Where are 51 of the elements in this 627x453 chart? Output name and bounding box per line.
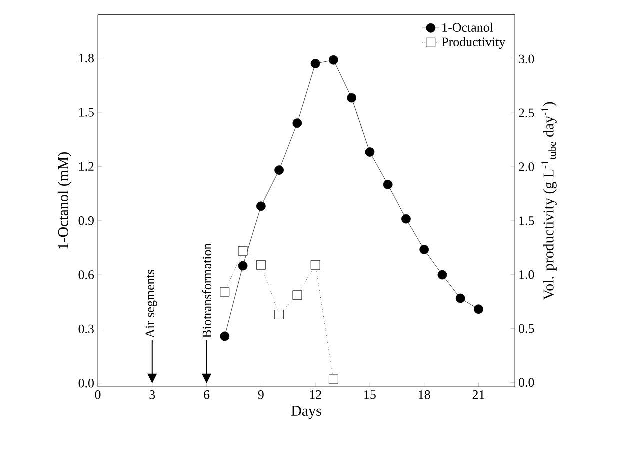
y2-tick-label: 1.5 bbox=[520, 216, 534, 226]
point bbox=[474, 304, 484, 314]
point bbox=[365, 148, 375, 157]
point bbox=[238, 261, 248, 271]
x-tick-label: 12 bbox=[310, 390, 322, 400]
point bbox=[220, 287, 230, 297]
y2-axis-title: Vol. productivity (g L$^{-1}$$_{tube}$ day$^{-1}$) bbox=[542, 102, 557, 300]
y2-tick-label: 0.5 bbox=[519, 324, 534, 334]
y-axis-title: 1-Octanol (mM) bbox=[58, 152, 72, 249]
point bbox=[220, 332, 230, 342]
legend-label: 1-Octanol bbox=[442, 22, 494, 32]
point bbox=[274, 310, 284, 320]
y-tick-label: 0.9 bbox=[78, 216, 94, 226]
y-tick-label: 0.3 bbox=[78, 324, 94, 334]
x-axis-title: Days bbox=[292, 406, 322, 420]
y-tick-label: 0.0 bbox=[78, 378, 94, 388]
x-tick-label: 3 bbox=[150, 390, 156, 400]
y-tick-label: 1.8 bbox=[79, 54, 94, 63]
y2-tick-label: 1.0 bbox=[520, 270, 534, 280]
point bbox=[292, 290, 302, 300]
point bbox=[347, 93, 357, 103]
x-tick-label: 9 bbox=[258, 390, 264, 400]
point bbox=[383, 180, 393, 190]
y2-tick-label: 0.0 bbox=[519, 378, 534, 388]
y-tick-label: 1.5 bbox=[79, 108, 94, 117]
legend-label: Productivity bbox=[442, 37, 506, 50]
point bbox=[456, 294, 466, 304]
y-tick-label: 1.2 bbox=[79, 162, 94, 172]
x-tick-label: 21 bbox=[472, 390, 484, 400]
point bbox=[292, 118, 302, 128]
point bbox=[310, 59, 320, 68]
y2-tick-label: 3.0 bbox=[519, 54, 534, 64]
point bbox=[438, 270, 448, 280]
ref-line-label: Biotransformation bbox=[202, 244, 212, 338]
point bbox=[420, 245, 430, 254]
y-tick-label: 0.6 bbox=[78, 270, 94, 280]
y2-tick-label: 2.0 bbox=[519, 162, 534, 172]
point bbox=[310, 260, 320, 270]
x-tick-label: 15 bbox=[364, 390, 376, 400]
x-tick-label: 6 bbox=[204, 390, 210, 400]
ref-line-label: Air segments bbox=[146, 270, 158, 338]
point bbox=[256, 202, 266, 212]
point bbox=[329, 55, 338, 65]
point bbox=[329, 374, 338, 384]
point bbox=[274, 166, 284, 175]
x-tick-label: 0 bbox=[95, 390, 101, 400]
point bbox=[256, 260, 266, 270]
x-tick-label: 18 bbox=[419, 390, 430, 400]
point bbox=[238, 246, 248, 256]
point bbox=[402, 214, 411, 224]
y2-tick-label: 2.5 bbox=[519, 108, 534, 118]
